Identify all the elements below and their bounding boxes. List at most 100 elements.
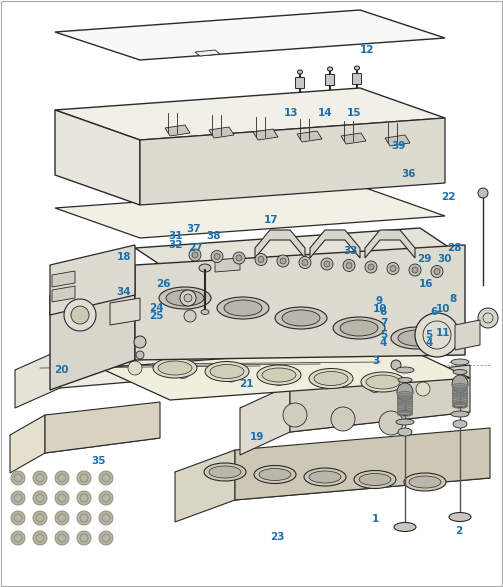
Polygon shape [365,230,415,258]
Circle shape [283,403,307,427]
FancyBboxPatch shape [353,73,362,85]
Text: 38: 38 [206,231,221,241]
Circle shape [136,351,144,359]
Text: 4: 4 [380,338,387,349]
Ellipse shape [327,67,332,71]
Circle shape [184,294,192,302]
Circle shape [320,375,334,389]
Polygon shape [110,298,140,325]
Circle shape [478,308,498,328]
Ellipse shape [398,330,436,346]
Circle shape [365,261,377,273]
Polygon shape [290,365,470,432]
Polygon shape [297,131,322,142]
Circle shape [55,491,69,505]
Circle shape [331,407,355,431]
Ellipse shape [210,365,244,379]
Text: 33: 33 [344,245,358,256]
Polygon shape [165,125,190,136]
Circle shape [99,531,113,545]
Circle shape [176,365,190,379]
Circle shape [99,491,113,505]
Ellipse shape [158,361,192,375]
Circle shape [77,531,91,545]
Ellipse shape [354,471,396,488]
Ellipse shape [282,310,320,326]
Text: 22: 22 [441,191,456,202]
Circle shape [192,252,198,258]
Polygon shape [50,265,135,390]
Ellipse shape [452,375,468,393]
Text: 7: 7 [380,318,387,329]
Polygon shape [240,388,470,432]
Circle shape [236,255,242,261]
Ellipse shape [333,317,385,339]
Text: 26: 26 [156,279,171,289]
Ellipse shape [453,369,467,375]
Circle shape [55,511,69,525]
Polygon shape [15,350,295,388]
Text: 15: 15 [347,108,362,119]
Ellipse shape [297,70,302,74]
Circle shape [390,265,396,272]
Ellipse shape [199,264,211,272]
Circle shape [302,259,308,265]
Polygon shape [215,258,240,272]
Ellipse shape [257,365,301,385]
Ellipse shape [355,66,360,70]
Ellipse shape [309,369,353,389]
Polygon shape [310,230,360,258]
Circle shape [431,265,443,278]
Text: 31: 31 [168,231,183,241]
Circle shape [71,306,89,324]
Circle shape [368,264,374,270]
Text: 2: 2 [455,526,462,537]
Text: 6: 6 [430,307,437,318]
Polygon shape [175,450,490,500]
Ellipse shape [366,375,400,389]
Ellipse shape [166,290,204,306]
Text: 16: 16 [418,279,433,289]
Circle shape [128,361,142,375]
Text: 23: 23 [271,532,285,542]
Ellipse shape [396,367,414,373]
Text: 18: 18 [117,252,131,262]
Ellipse shape [396,419,414,425]
Ellipse shape [340,320,378,336]
Circle shape [11,471,25,485]
Circle shape [180,290,196,306]
Ellipse shape [205,362,249,382]
Text: 5: 5 [380,329,387,340]
Circle shape [368,379,382,393]
Ellipse shape [159,287,211,309]
Circle shape [343,259,355,272]
Text: 6: 6 [380,307,387,318]
Polygon shape [52,271,75,287]
Circle shape [391,360,401,370]
Circle shape [77,491,91,505]
Ellipse shape [398,377,412,383]
Circle shape [416,382,430,396]
Polygon shape [10,415,45,473]
Text: 12: 12 [360,45,374,55]
Text: 30: 30 [437,254,452,264]
Ellipse shape [309,471,341,483]
Ellipse shape [254,465,296,484]
Circle shape [258,257,264,262]
Polygon shape [175,450,235,522]
Ellipse shape [201,309,209,315]
Circle shape [55,531,69,545]
Polygon shape [253,129,278,140]
Polygon shape [50,245,135,315]
Ellipse shape [453,403,467,407]
Ellipse shape [359,474,391,485]
Circle shape [324,261,330,267]
Text: 13: 13 [284,108,299,119]
Text: 19: 19 [249,432,264,443]
Circle shape [233,252,245,264]
Ellipse shape [304,468,346,486]
Ellipse shape [397,383,413,401]
Ellipse shape [404,473,446,491]
Text: 11: 11 [436,328,451,339]
Ellipse shape [449,512,471,521]
